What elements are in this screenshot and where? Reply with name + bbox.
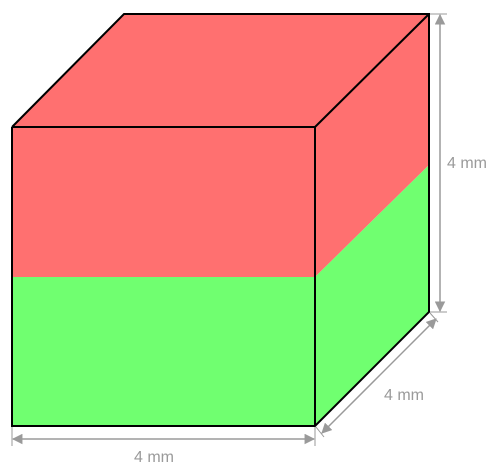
cube-top-face [12, 14, 429, 127]
depth-extension-front [315, 426, 325, 438]
height-dimension-label: 4 mm [447, 155, 487, 172]
cube-front-top-face [12, 127, 315, 277]
cube-top-right-edge [314, 13, 430, 128]
depth-dimension-arrow [321, 318, 437, 434]
cube-right-top-face [315, 14, 429, 277]
cube-outline [11, 13, 430, 427]
width-dimension-label: 4 mm [134, 449, 174, 466]
cube-front-bottom-face [12, 277, 315, 426]
depth-dimension-label: 4 mm [384, 387, 424, 404]
